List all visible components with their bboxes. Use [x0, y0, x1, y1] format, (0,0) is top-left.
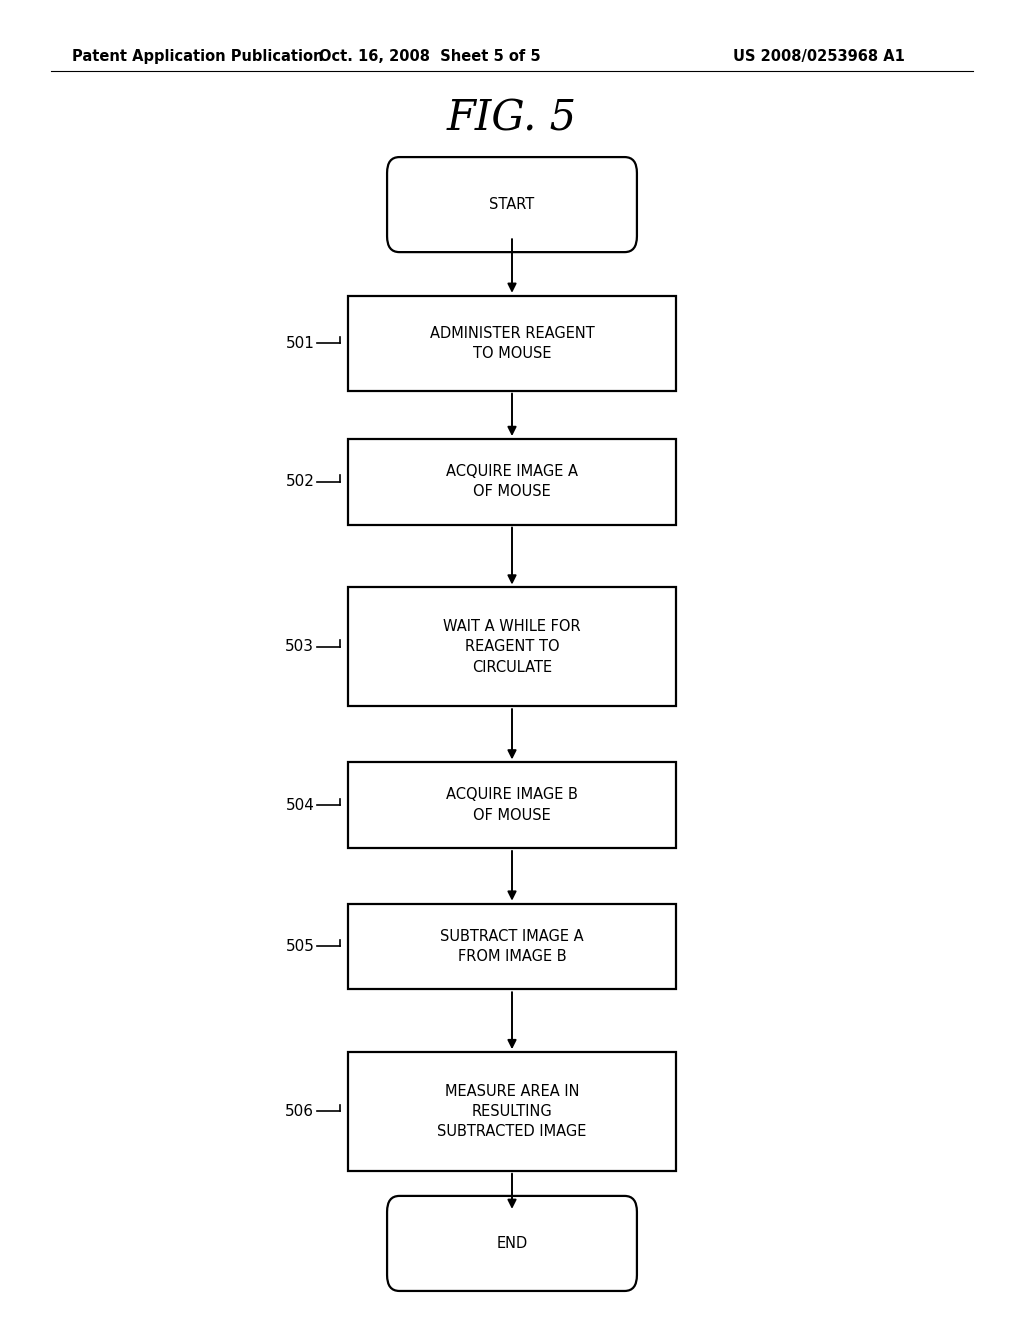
FancyBboxPatch shape: [387, 1196, 637, 1291]
Text: ADMINISTER REAGENT
TO MOUSE: ADMINISTER REAGENT TO MOUSE: [430, 326, 594, 360]
Text: 506: 506: [286, 1104, 314, 1119]
Text: 501: 501: [286, 335, 314, 351]
Text: MEASURE AREA IN
RESULTING
SUBTRACTED IMAGE: MEASURE AREA IN RESULTING SUBTRACTED IMA…: [437, 1084, 587, 1139]
Text: US 2008/0253968 A1: US 2008/0253968 A1: [733, 49, 905, 65]
Text: START: START: [489, 197, 535, 213]
Bar: [348, 1052, 676, 1171]
Bar: [348, 904, 676, 990]
Text: WAIT A WHILE FOR
REAGENT TO
CIRCULATE: WAIT A WHILE FOR REAGENT TO CIRCULATE: [443, 619, 581, 675]
Text: 502: 502: [286, 474, 314, 490]
Text: ACQUIRE IMAGE A
OF MOUSE: ACQUIRE IMAGE A OF MOUSE: [446, 465, 578, 499]
Text: Oct. 16, 2008  Sheet 5 of 5: Oct. 16, 2008 Sheet 5 of 5: [319, 49, 541, 65]
Text: END: END: [497, 1236, 527, 1251]
Text: Patent Application Publication: Patent Application Publication: [72, 49, 324, 65]
Bar: [348, 587, 676, 706]
Text: 503: 503: [286, 639, 314, 655]
Text: SUBTRACT IMAGE A
FROM IMAGE B: SUBTRACT IMAGE A FROM IMAGE B: [440, 929, 584, 964]
Bar: [348, 296, 676, 391]
Text: ACQUIRE IMAGE B
OF MOUSE: ACQUIRE IMAGE B OF MOUSE: [446, 788, 578, 822]
Text: 505: 505: [286, 939, 314, 954]
Text: FIG. 5: FIG. 5: [446, 98, 578, 140]
Text: 504: 504: [286, 797, 314, 813]
FancyBboxPatch shape: [387, 157, 637, 252]
Bar: [348, 762, 676, 847]
Bar: [348, 438, 676, 524]
